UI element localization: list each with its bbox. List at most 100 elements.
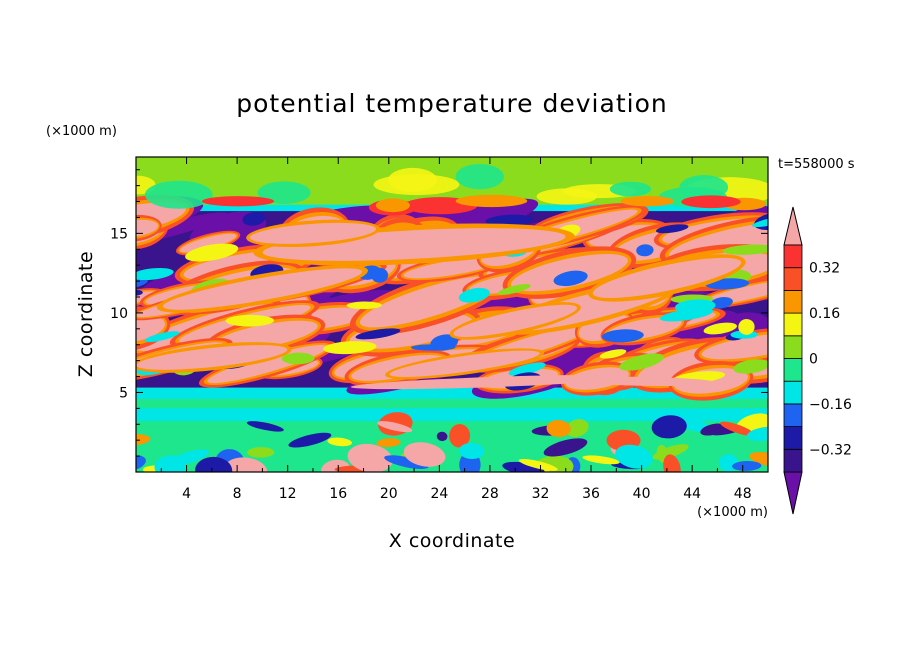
field-contour <box>458 443 485 460</box>
field-contour <box>599 349 627 359</box>
colorbar-swatch <box>783 244 803 269</box>
colorbar-swatch <box>783 380 803 405</box>
plot-frame <box>135 156 769 473</box>
field-contour <box>636 244 654 257</box>
x-tick-label: 44 <box>683 486 701 502</box>
x-tick-label: 48 <box>734 486 752 502</box>
field-contour <box>136 219 159 238</box>
field-contour <box>592 257 742 298</box>
y-axis-label: Z coordinate <box>75 251 97 377</box>
x-tick-label: 24 <box>430 486 448 502</box>
field-contour <box>377 421 413 433</box>
x-tick-label: 36 <box>582 486 600 502</box>
field-contour <box>746 426 768 442</box>
field-contour <box>546 420 571 438</box>
field-contour <box>458 287 490 303</box>
field-contour <box>652 444 689 460</box>
field-contour <box>485 214 534 226</box>
field-contour <box>242 212 266 226</box>
time-label: t=558000 s <box>778 157 855 172</box>
field-contour <box>403 257 501 279</box>
field-contour <box>136 455 146 471</box>
field-contour <box>257 181 311 204</box>
field-contour <box>136 267 174 281</box>
colorbar-tick-label: 0.32 <box>809 261 840 277</box>
field-contour <box>453 304 578 337</box>
field-contour <box>327 437 353 447</box>
field-contour <box>709 297 733 309</box>
field-contour <box>663 454 681 472</box>
field-contour <box>375 198 410 213</box>
x-tick-label: 8 <box>233 486 242 502</box>
x-tick-label: 20 <box>380 486 398 502</box>
x-tick-label: 12 <box>279 486 297 502</box>
field-contour <box>430 334 459 351</box>
field-contour <box>136 289 143 297</box>
x-tick-label: 4 <box>182 486 191 502</box>
field-contour <box>355 328 401 340</box>
field-contour <box>700 423 726 436</box>
colorbar-swatch <box>783 335 803 359</box>
field-contour <box>144 331 180 343</box>
field-contour <box>246 421 284 432</box>
field-contour <box>536 188 597 205</box>
field-contour <box>388 167 438 193</box>
colorbar: −0.32 −0.16 0 0.16 0.32 <box>783 206 852 515</box>
field-contour <box>681 195 741 209</box>
field-contour <box>543 438 588 457</box>
field-contours <box>136 157 768 472</box>
field-contour <box>185 243 239 262</box>
field-contour <box>201 196 275 207</box>
field-contour <box>651 415 687 439</box>
field-contour <box>224 457 268 472</box>
colorbar-tick-label: 0 <box>809 352 818 368</box>
field-contour <box>389 350 540 377</box>
field-contour <box>566 419 589 438</box>
x-unit-label: (×1000 m) <box>697 505 768 520</box>
colorbar-swatch <box>783 312 803 337</box>
field-contour <box>403 442 446 467</box>
field-contour <box>701 333 768 360</box>
colorbar-swatch <box>783 403 803 427</box>
field-contour <box>350 375 629 390</box>
field-contour <box>565 376 718 386</box>
field-contour <box>195 456 233 472</box>
field-contour <box>288 432 332 448</box>
field-contour <box>733 359 768 374</box>
field-contour <box>436 431 448 442</box>
field-contour <box>620 196 675 207</box>
y-tick-label: 5 <box>119 385 128 401</box>
field-contour <box>732 460 762 471</box>
field-contour <box>136 345 288 370</box>
field-contour <box>518 458 558 471</box>
field-contour <box>703 322 737 335</box>
y-tick-label: 15 <box>110 226 128 242</box>
colorbar-tick-label: −0.32 <box>809 442 852 458</box>
field-contour <box>497 284 531 295</box>
field-contour <box>323 341 377 355</box>
field-contour <box>179 233 237 253</box>
y-tick-label: 10 <box>110 306 128 322</box>
x-tick-label: 16 <box>329 486 347 502</box>
field-contour <box>455 194 528 208</box>
y-axis: 5 10 15 <box>110 169 768 457</box>
field-contour <box>582 455 620 465</box>
field-contour <box>346 301 382 310</box>
field-contour <box>249 222 377 244</box>
field-contour <box>738 318 755 335</box>
field-contour <box>615 444 653 469</box>
colorbar-upper-extend <box>783 206 803 246</box>
colorbar-swatch <box>783 358 803 382</box>
z-unit-label: (×1000 m) <box>46 124 117 139</box>
colorbar-swatch <box>783 289 803 314</box>
field-contour <box>449 424 471 448</box>
field-contour <box>136 314 165 344</box>
colorbar-lower-extend <box>783 471 803 515</box>
x-tick-label: 32 <box>532 486 550 502</box>
field-contour <box>508 362 546 376</box>
field-contour <box>619 353 664 371</box>
field-contour <box>376 438 401 448</box>
x-tick-label: 28 <box>481 486 499 502</box>
field-contour <box>455 163 504 190</box>
